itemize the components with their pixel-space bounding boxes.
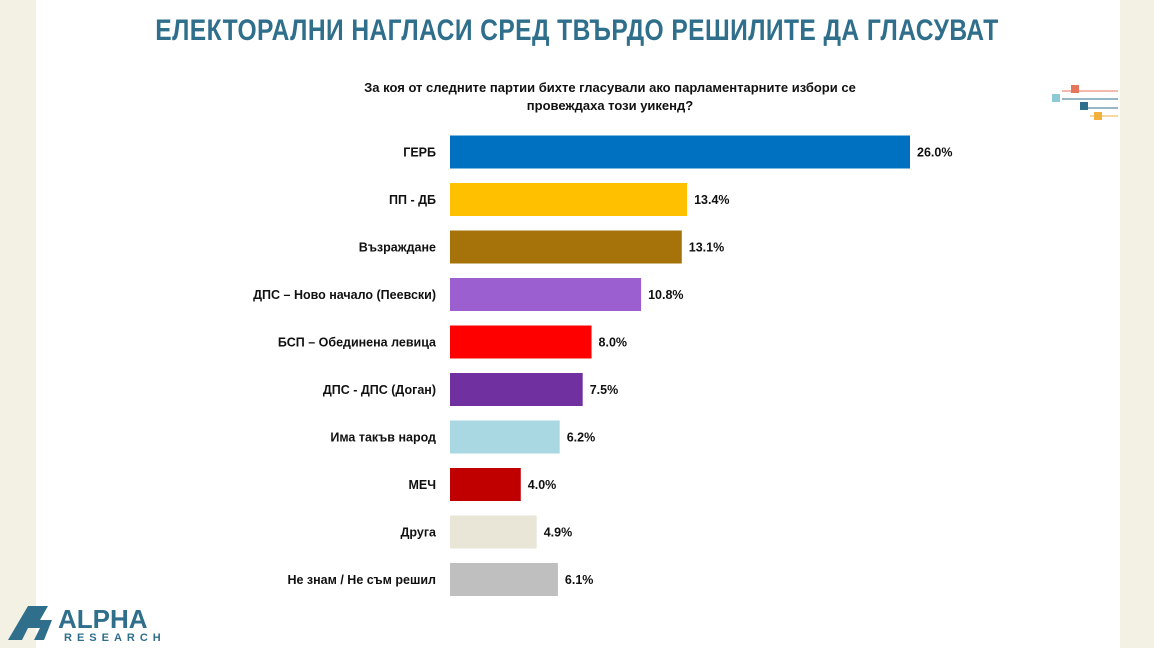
category-label: ГЕРБ [403, 145, 436, 159]
value-label: 6.1% [565, 573, 594, 587]
bar [450, 183, 688, 216]
logo-tagline: RESEARCH [64, 632, 166, 644]
category-label: МЕЧ [408, 478, 436, 492]
chart-subtitle: За коя от следните партии бихте гласувал… [364, 80, 856, 113]
slide [36, 0, 1120, 648]
chart-title: ЕЛЕКТОРАЛНИ НАГЛАСИ СРЕД ТВЪРДО РЕШИЛИТЕ… [155, 14, 999, 47]
decor-icon [1052, 85, 1118, 120]
bar [450, 515, 537, 549]
bar [450, 563, 558, 596]
value-label: 26.0% [917, 145, 952, 159]
category-label: Има такъв народ [330, 430, 436, 444]
category-label: Друга [401, 525, 438, 539]
value-label: 8.0% [599, 335, 628, 349]
bar [450, 420, 560, 454]
value-label: 13.4% [694, 193, 729, 207]
value-label: 7.5% [590, 383, 619, 397]
value-label: 6.2% [567, 430, 596, 444]
logo: ALPHA RESEARCH [8, 604, 166, 644]
value-label: 4.9% [544, 525, 573, 539]
category-label: Възраждане [359, 240, 436, 254]
logo-name: ALPHA [58, 604, 148, 634]
bar [450, 230, 682, 264]
category-label: ПП - ДБ [389, 193, 436, 207]
category-label: Не знам / Не съм решил [287, 573, 436, 587]
value-label: 4.0% [528, 478, 557, 492]
bar [450, 278, 642, 311]
bar [450, 373, 583, 406]
category-label: ДПС – Ново начало (Пеевски) [253, 288, 436, 302]
value-label: 13.1% [689, 240, 724, 254]
category-label: ДПС - ДПС (Доган) [323, 383, 436, 397]
bar [450, 325, 592, 359]
category-label: БСП – Обединена левица [278, 335, 437, 349]
bar [450, 135, 910, 169]
value-label: 10.8% [648, 288, 683, 302]
bar [450, 468, 521, 501]
